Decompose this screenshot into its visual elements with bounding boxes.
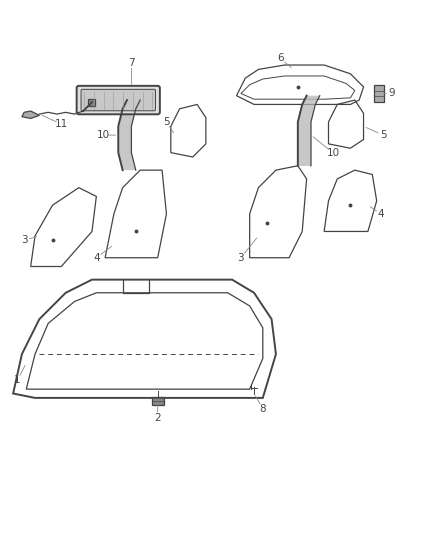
Polygon shape (298, 104, 315, 122)
Text: 4: 4 (93, 253, 100, 263)
Text: 3: 3 (21, 235, 28, 245)
Polygon shape (298, 122, 311, 144)
Text: 5: 5 (163, 117, 170, 127)
Text: 8: 8 (259, 404, 266, 414)
Text: 4: 4 (378, 209, 385, 219)
Text: 6: 6 (277, 53, 284, 63)
Text: 5: 5 (380, 130, 387, 140)
Polygon shape (298, 144, 311, 166)
Text: 7: 7 (128, 58, 135, 68)
Text: 11: 11 (55, 119, 68, 129)
Bar (88, 99, 95, 106)
Bar (374, 85, 384, 102)
Polygon shape (118, 126, 131, 152)
Text: 1: 1 (14, 375, 21, 385)
Polygon shape (123, 100, 140, 109)
Text: 9: 9 (389, 88, 396, 99)
FancyBboxPatch shape (77, 86, 160, 114)
Text: 2: 2 (154, 413, 161, 423)
FancyBboxPatch shape (81, 90, 155, 111)
Text: 3: 3 (237, 253, 244, 263)
Polygon shape (302, 96, 320, 104)
Text: 10: 10 (96, 130, 110, 140)
Bar (152, 397, 164, 405)
Polygon shape (118, 109, 136, 126)
Polygon shape (22, 111, 39, 118)
Polygon shape (118, 152, 136, 170)
Text: 10: 10 (326, 148, 339, 158)
